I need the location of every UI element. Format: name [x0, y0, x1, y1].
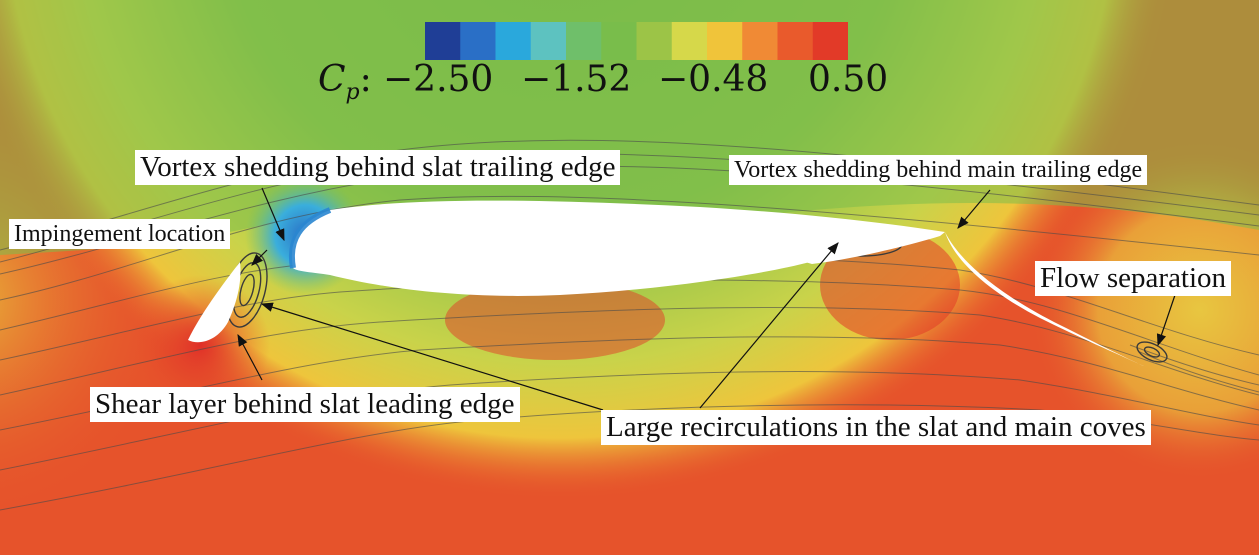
- colorbar: [425, 22, 848, 60]
- colorbar-cell: [707, 22, 743, 60]
- label-shear-layer: Shear layer behind slat leading edge: [90, 387, 520, 422]
- label-recirculations: Large recirculations in the slat and mai…: [601, 410, 1151, 445]
- colorbar-tick-4: 0.50: [808, 59, 889, 100]
- colorbar-tick-2: −1.52: [521, 59, 632, 100]
- colorbar-cell: [812, 22, 848, 60]
- colorbar-cell: [671, 22, 708, 60]
- colorbar-cell: [460, 22, 497, 60]
- colorbar-cell: [425, 22, 461, 60]
- colorbar-title: Cp:: [318, 59, 372, 105]
- slat-element: [188, 262, 241, 343]
- colorbar-cell: [636, 22, 673, 60]
- label-flow-separation: Flow separation: [1035, 261, 1232, 296]
- label-impingement: Impingement location: [9, 219, 231, 249]
- colorbar-tick-3: −0.48: [658, 59, 769, 100]
- colorbar-tick-1: −2.50: [383, 59, 494, 100]
- colorbar-cell: [601, 22, 638, 60]
- colorbar-cell: [495, 22, 532, 60]
- label-main-te-vortex: Vortex shedding behind main trailing edg…: [729, 155, 1148, 185]
- label-slat-te-vortex: Vortex shedding behind slat trailing edg…: [135, 150, 621, 185]
- colorbar-cell: [530, 22, 567, 60]
- colorbar-cell: [566, 22, 602, 60]
- colorbar-cell: [777, 22, 814, 60]
- colorbar-cell: [742, 22, 779, 60]
- main-element: [291, 200, 945, 296]
